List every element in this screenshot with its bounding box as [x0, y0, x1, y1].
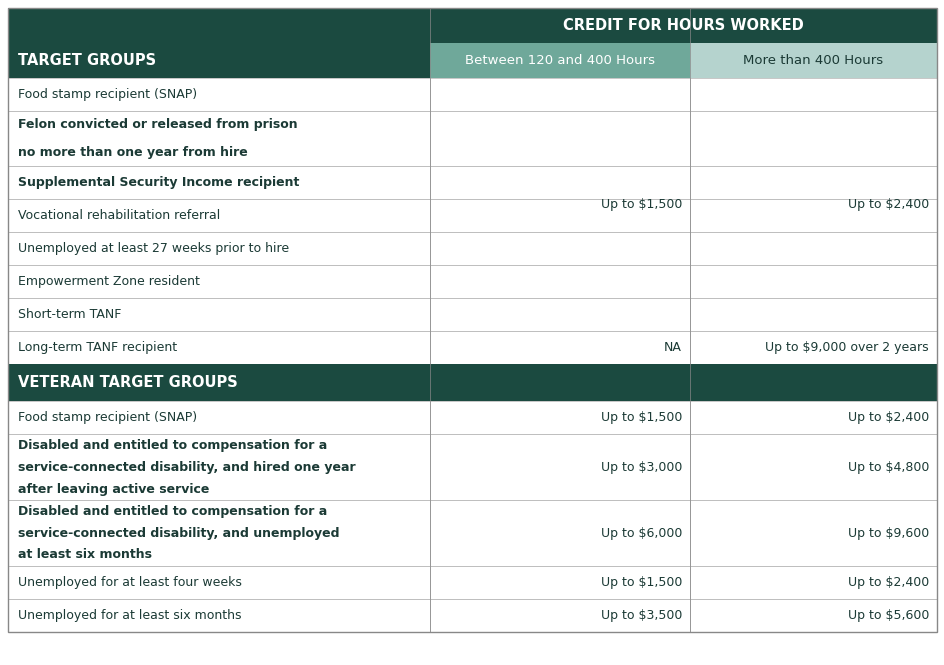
Text: Up to $1,500: Up to $1,500 [600, 411, 682, 424]
Text: Unemployed at least 27 weeks prior to hire: Unemployed at least 27 weeks prior to hi… [18, 242, 289, 255]
Bar [430, 265, 689, 298]
Bar [430, 111, 689, 166]
Bar [689, 199, 936, 232]
Bar [8, 500, 430, 566]
Text: Up to $4,800: Up to $4,800 [847, 460, 928, 473]
Bar [689, 232, 936, 265]
Bar [689, 43, 936, 78]
Text: Between 120 and 400 Hours: Between 120 and 400 Hours [464, 54, 654, 67]
Text: Unemployed for at least four weeks: Unemployed for at least four weeks [18, 576, 242, 589]
Text: at least six months: at least six months [18, 549, 152, 561]
Text: Up to $3,000: Up to $3,000 [600, 460, 682, 473]
Text: no more than one year from hire: no more than one year from hire [18, 146, 247, 159]
Bar [430, 199, 689, 232]
Text: Up to $6,000: Up to $6,000 [600, 527, 682, 539]
Bar [430, 298, 689, 331]
Bar [430, 331, 689, 364]
Bar [8, 401, 430, 434]
Bar [689, 331, 936, 364]
Bar [8, 265, 430, 298]
Bar [430, 500, 689, 566]
Bar [8, 199, 430, 232]
Text: NA: NA [664, 341, 682, 354]
Text: after leaving active service: after leaving active service [18, 483, 210, 495]
Bar [689, 500, 936, 566]
Bar [430, 232, 689, 265]
Text: Up to $9,000 over 2 years: Up to $9,000 over 2 years [765, 341, 928, 354]
Bar [8, 43, 430, 78]
Bar [8, 166, 430, 199]
Bar [8, 434, 430, 500]
Bar [430, 166, 689, 199]
Bar [8, 331, 430, 364]
Bar [8, 8, 430, 43]
Bar [8, 599, 430, 632]
Text: Up to $5,600: Up to $5,600 [847, 609, 928, 622]
Bar [8, 364, 936, 401]
Bar [430, 566, 689, 599]
Bar [8, 78, 430, 111]
Bar [430, 599, 689, 632]
Text: Short-term TANF: Short-term TANF [18, 308, 121, 321]
Text: Disabled and entitled to compensation for a: Disabled and entitled to compensation fo… [18, 438, 327, 452]
Bar [430, 8, 936, 43]
Text: service-connected disability, and unemployed: service-connected disability, and unempl… [18, 527, 339, 539]
Text: Up to $1,500: Up to $1,500 [600, 576, 682, 589]
Text: Supplemental Security Income recipient: Supplemental Security Income recipient [18, 176, 299, 189]
Bar [430, 401, 689, 434]
Bar [689, 265, 936, 298]
Text: CREDIT FOR HOURS WORKED: CREDIT FOR HOURS WORKED [563, 18, 803, 33]
Bar [689, 401, 936, 434]
Text: Up to $2,400: Up to $2,400 [847, 198, 928, 211]
Text: Long-term TANF recipient: Long-term TANF recipient [18, 341, 177, 354]
Bar [689, 434, 936, 500]
Bar [689, 166, 936, 199]
Text: Up to $9,600: Up to $9,600 [847, 527, 928, 539]
Bar [8, 298, 430, 331]
Text: Felon convicted or released from prison: Felon convicted or released from prison [18, 118, 297, 131]
Text: VETERAN TARGET GROUPS: VETERAN TARGET GROUPS [18, 375, 238, 390]
Text: TARGET GROUPS: TARGET GROUPS [18, 53, 156, 68]
Bar [430, 78, 689, 111]
Bar [689, 599, 936, 632]
Text: Food stamp recipient (SNAP): Food stamp recipient (SNAP) [18, 88, 197, 101]
Text: Food stamp recipient (SNAP): Food stamp recipient (SNAP) [18, 411, 197, 424]
Text: Up to $2,400: Up to $2,400 [847, 576, 928, 589]
Text: Vocational rehabilitation referral: Vocational rehabilitation referral [18, 209, 220, 222]
Bar [689, 78, 936, 111]
Bar [430, 434, 689, 500]
Text: Up to $3,500: Up to $3,500 [600, 609, 682, 622]
Bar [689, 111, 936, 166]
Text: Up to $1,500: Up to $1,500 [600, 198, 682, 211]
Bar [8, 566, 430, 599]
Bar [689, 566, 936, 599]
Text: Disabled and entitled to compensation for a: Disabled and entitled to compensation fo… [18, 505, 327, 517]
Text: Up to $2,400: Up to $2,400 [847, 411, 928, 424]
Text: Unemployed for at least six months: Unemployed for at least six months [18, 609, 242, 622]
Bar [8, 111, 430, 166]
Text: More than 400 Hours: More than 400 Hours [743, 54, 883, 67]
Text: service-connected disability, and hired one year: service-connected disability, and hired … [18, 460, 355, 473]
Text: Empowerment Zone resident: Empowerment Zone resident [18, 275, 200, 288]
Bar [8, 232, 430, 265]
Bar [430, 43, 689, 78]
Bar [689, 298, 936, 331]
